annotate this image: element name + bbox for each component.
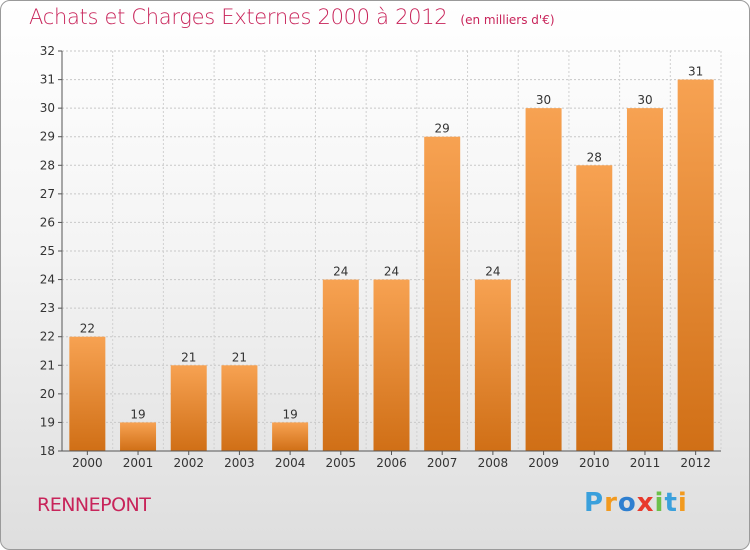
bar-2012 xyxy=(677,79,714,452)
y-tick-label: 23 xyxy=(40,301,55,315)
y-tick-label: 22 xyxy=(40,330,55,344)
x-tick-label: 2005 xyxy=(326,456,357,470)
data-label: 24 xyxy=(384,265,399,279)
bar-2001 xyxy=(120,422,157,451)
bar-2010 xyxy=(576,165,613,452)
x-tick-label: 2007 xyxy=(427,456,458,470)
y-tick-label: 27 xyxy=(40,187,55,201)
data-label: 31 xyxy=(688,65,703,79)
x-tick-label: 2003 xyxy=(224,456,255,470)
bar-2000 xyxy=(69,336,106,451)
x-tick-label: 2010 xyxy=(579,456,610,470)
y-tick-label: 32 xyxy=(40,44,55,58)
y-tick-label: 28 xyxy=(40,158,55,172)
logo-letter: t xyxy=(664,488,678,518)
x-tick-label: 2002 xyxy=(173,456,204,470)
logo-letter: P xyxy=(584,488,605,518)
logo-letter: o xyxy=(617,488,637,518)
logo-letter: i xyxy=(654,488,665,518)
bar-2011 xyxy=(626,108,663,452)
y-tick-label: 19 xyxy=(40,415,55,429)
bars xyxy=(69,79,714,452)
logo-letter: r xyxy=(604,488,618,518)
y-tick-label: 21 xyxy=(40,358,55,372)
y-tick-label: 30 xyxy=(40,101,55,115)
bar-2005 xyxy=(322,279,359,451)
bar-2006 xyxy=(373,279,410,451)
y-tick-label: 26 xyxy=(40,215,55,229)
bar-2004 xyxy=(272,422,309,451)
bar-2008 xyxy=(474,279,511,451)
data-label: 24 xyxy=(485,265,500,279)
bar-2003 xyxy=(221,365,258,451)
axes xyxy=(58,50,721,455)
bar-2007 xyxy=(424,136,461,451)
data-label: 22 xyxy=(80,322,95,336)
x-tick-label: 2001 xyxy=(123,456,154,470)
chart-title: Achats et Charges Externes 2000 à 2012 xyxy=(29,5,448,29)
bar-2002 xyxy=(170,365,207,451)
data-label: 19 xyxy=(130,407,145,421)
y-tick-label: 31 xyxy=(40,73,55,87)
bar-2009 xyxy=(525,108,562,452)
data-label: 21 xyxy=(181,350,196,364)
data-label: 30 xyxy=(536,93,551,107)
x-tick-label: 2004 xyxy=(275,456,306,470)
data-label: 30 xyxy=(637,93,652,107)
logo-letter: x xyxy=(636,488,655,518)
y-tick-label: 29 xyxy=(40,130,55,144)
y-tick-label: 25 xyxy=(40,244,55,258)
x-tick-label: 2011 xyxy=(630,456,661,470)
data-label: 24 xyxy=(333,265,348,279)
proxiti-logo[interactable]: Proxiti xyxy=(584,488,688,518)
y-tick-label: 20 xyxy=(40,387,55,401)
x-tick-label: 2006 xyxy=(376,456,407,470)
x-tick-label: 2000 xyxy=(72,456,103,470)
x-tick-label: 2012 xyxy=(680,456,711,470)
data-label: 19 xyxy=(282,407,297,421)
data-label: 29 xyxy=(435,122,450,136)
logo-letter: i xyxy=(677,488,688,518)
labels: 18 19 20 21 22 23 24 25 26 27 28 29 30 31 32 22 2000 19 20… xyxy=(40,44,711,470)
data-label: 21 xyxy=(232,350,247,364)
y-tick-label: 24 xyxy=(40,273,55,287)
title-row: Achats et Charges Externes 2000 à 2012 (… xyxy=(29,5,555,29)
data-label: 28 xyxy=(587,150,602,164)
x-tick-label: 2009 xyxy=(528,456,559,470)
unit-note: (en milliers d'€) xyxy=(460,13,555,27)
x-tick-label: 2008 xyxy=(478,456,509,470)
commune-name: RENNEPONT xyxy=(37,494,151,516)
y-tick-label: 18 xyxy=(40,444,55,458)
